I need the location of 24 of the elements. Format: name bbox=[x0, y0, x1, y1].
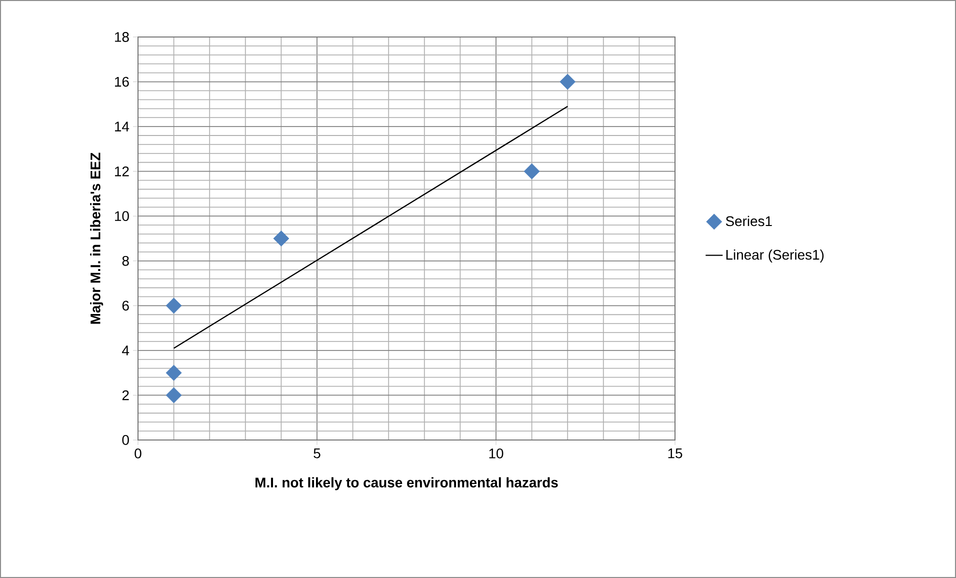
y-tick-label: 8 bbox=[122, 256, 129, 266]
y-tick-label: 16 bbox=[115, 76, 129, 87]
legend-label: Linear (Series1) bbox=[726, 249, 824, 262]
y-tick-label: 18 bbox=[115, 32, 129, 42]
point bbox=[166, 387, 182, 404]
y-tick-label: 0 bbox=[122, 435, 129, 445]
x-tick-label: 0 bbox=[134, 448, 142, 458]
point bbox=[524, 163, 540, 180]
y-tick-label: 2 bbox=[122, 390, 129, 400]
point bbox=[166, 298, 182, 314]
x-tick-label: 5 bbox=[314, 448, 320, 458]
x-axis-title: M.I. not likely to cause environmental hazards bbox=[256, 477, 558, 490]
y-tick-label: 12 bbox=[115, 166, 129, 176]
y-tick-label: 14 bbox=[115, 122, 130, 132]
point bbox=[560, 74, 576, 90]
y-tick-label: 6 bbox=[122, 300, 129, 311]
x-tick-label: 10 bbox=[489, 448, 504, 458]
legend-label: Series1 bbox=[726, 216, 772, 226]
point bbox=[166, 364, 182, 381]
y-tick-label: 4 bbox=[122, 346, 130, 356]
y-tick-label: 10 bbox=[115, 211, 129, 222]
point bbox=[273, 230, 290, 246]
y-axis-title: Major M.I. in Liberia's EEZ bbox=[90, 152, 104, 324]
x-tick-label: 15 bbox=[668, 448, 682, 458]
